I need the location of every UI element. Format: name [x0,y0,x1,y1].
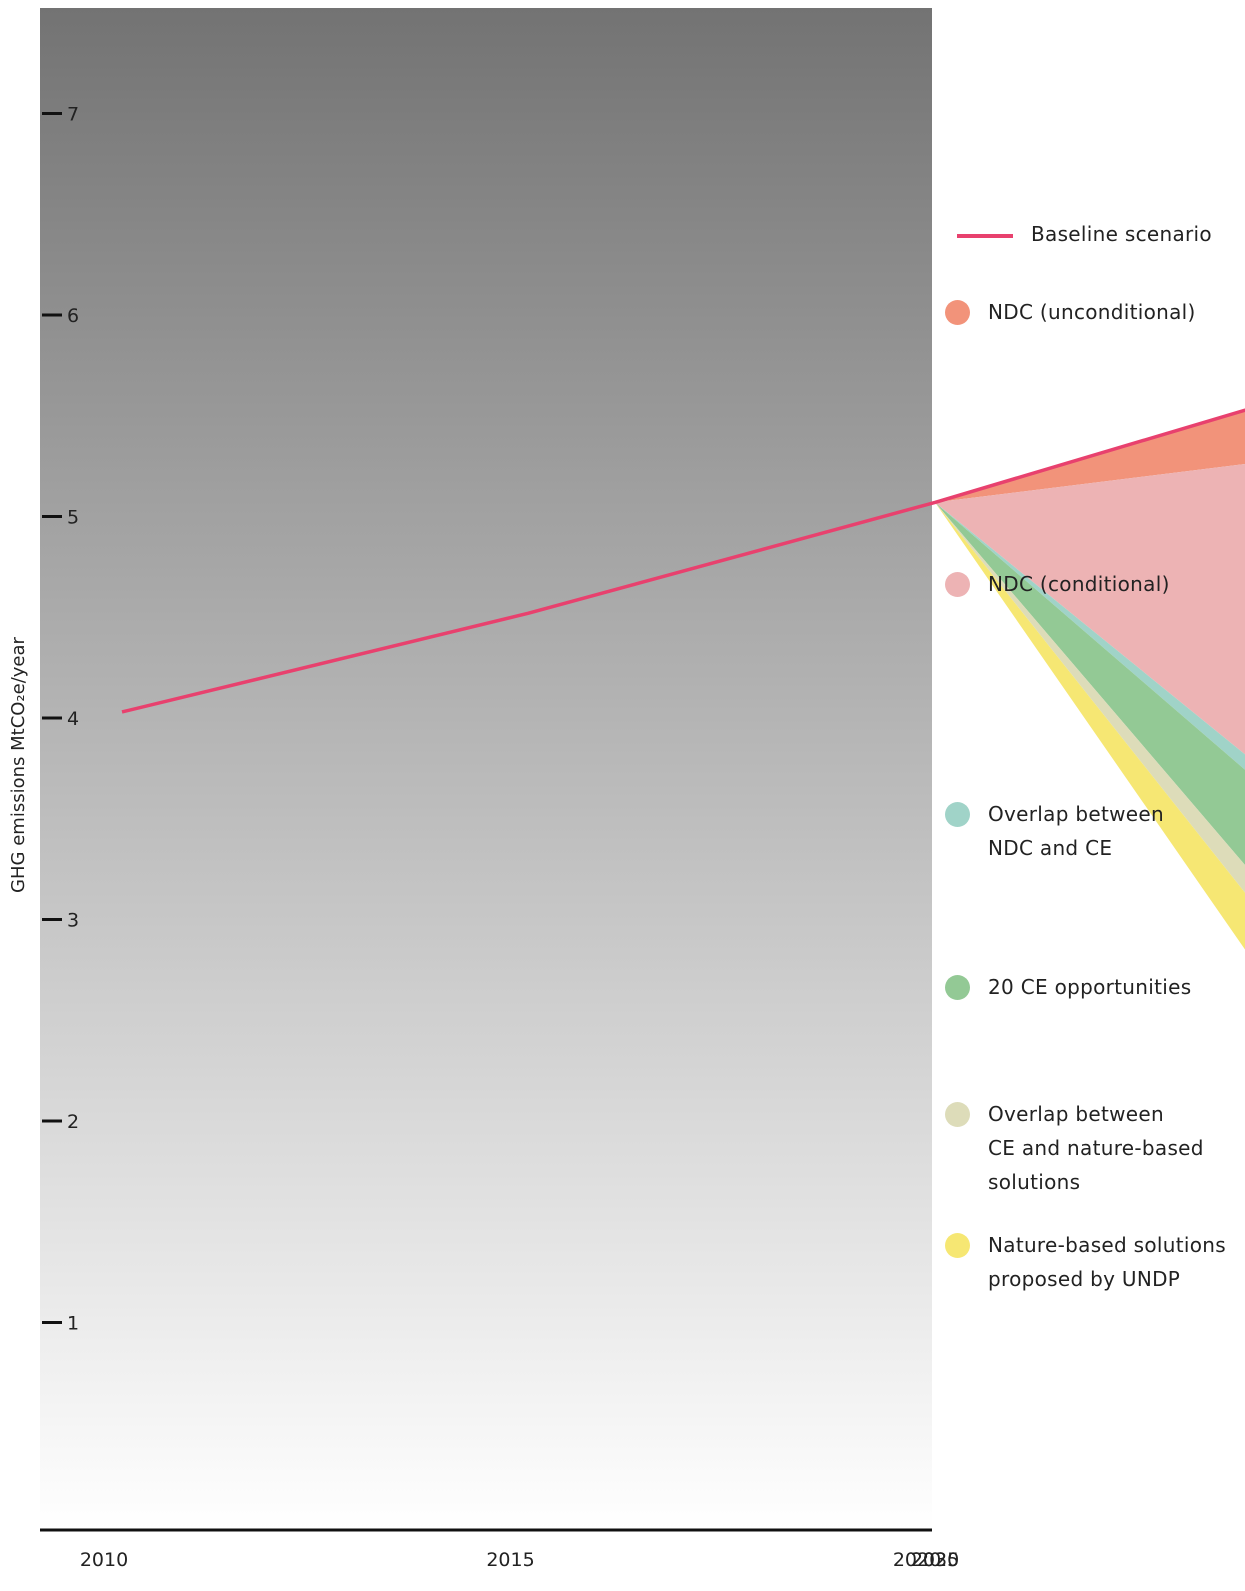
legend-label: NDC (unconditional) [988,300,1196,324]
legend-label: Baseline scenario [1031,222,1212,246]
legend-swatch [945,300,970,325]
y-tick-label: 7 [67,104,79,126]
legend-swatch [945,1102,970,1127]
legend-label: Nature-based solutions proposed by UNDP [988,1233,1226,1291]
x-tick-label: 2030 [911,1549,959,1571]
y-tick-label: 2 [67,1111,79,1133]
x-tick-label: 2025 [911,1549,959,1571]
y-tick-label: 4 [67,708,79,730]
x-tick-label: 2010 [80,1549,128,1571]
legend-item: Baseline scenario [945,222,1212,251]
y-tick-label: 1 [67,1313,79,1335]
legend-label: Overlap between NDC and CE [988,802,1164,860]
legend-item: NDC (conditional) [945,572,1170,601]
y-tick-label: 3 [67,910,79,932]
legend-swatch [945,975,970,1000]
legend-item: Nature-based solutions proposed by UNDP [945,1233,1226,1296]
legend-label: Overlap between CE and nature-based solu… [988,1102,1204,1194]
baseline-line [121,408,1245,714]
band-1 [935,463,1245,755]
legend-item: Overlap between NDC and CE [945,802,1164,865]
y-tick-label: 6 [67,305,79,327]
legend-label: NDC (conditional) [988,572,1170,596]
legend-item: 20 CE opportunities [945,975,1191,1004]
legend-item: Overlap between CE and nature-based solu… [945,1102,1204,1199]
legend-line-swatch [957,234,1013,238]
y-axis-title: GHG emissions MtCO₂e/year [8,636,29,892]
x-tick-label: 2015 [486,1549,534,1571]
plot-background [40,8,932,1530]
legend-swatch [945,802,970,827]
legend: Baseline scenario NDC (unconditional) NDC … [945,0,1245,1591]
y-tick-label: 5 [67,507,79,529]
legend-swatch [945,1233,970,1258]
legend-swatch [945,572,970,597]
legend-label: 20 CE opportunities [988,975,1192,999]
band-5 [935,502,1245,950]
legend-item: NDC (unconditional) [945,300,1196,329]
x-tick-label: 2020 [893,1549,941,1571]
